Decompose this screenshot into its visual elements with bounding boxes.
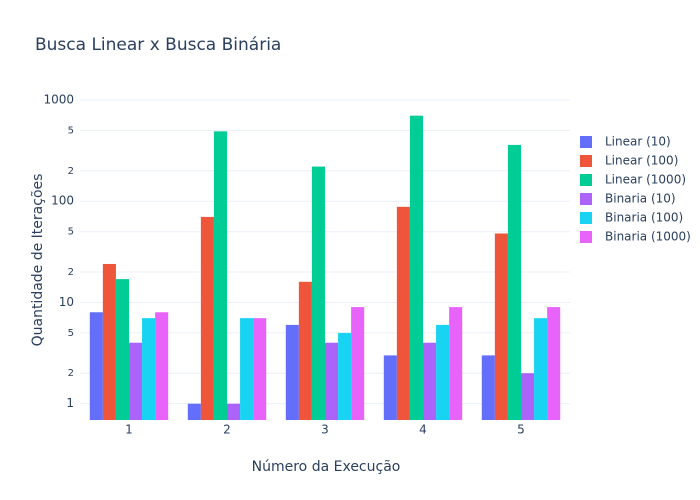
bar (521, 373, 535, 420)
bar (253, 318, 267, 420)
x-axis-label: Número da Execução (252, 459, 401, 475)
y-tick-label: 5 (68, 227, 74, 238)
bar (396, 206, 410, 420)
legend-swatch (580, 193, 592, 205)
legend-swatch (580, 231, 592, 243)
bar (338, 332, 352, 420)
bar (213, 131, 227, 420)
legend-label: Binaria (10) (605, 192, 676, 206)
bar (200, 216, 214, 420)
y-tick-label: 5 (68, 328, 74, 339)
legend-label: Binaria (100) (605, 211, 683, 225)
legend-swatch (580, 174, 592, 186)
bar (115, 279, 129, 420)
y-tick-label: 5 (68, 125, 74, 136)
bar (547, 307, 561, 420)
legend-label: Linear (1000) (605, 173, 686, 187)
bar (409, 115, 423, 420)
legend-label: Binaria (1000) (605, 230, 691, 244)
bar (89, 312, 103, 420)
legend-label: Linear (10) (605, 135, 671, 149)
y-tick-label: 10 (59, 295, 74, 309)
y-tick-label: 2 (68, 267, 74, 278)
bar (507, 144, 521, 420)
x-tick-label: 3 (321, 423, 329, 437)
x-tick-label: 2 (223, 423, 231, 437)
bar (494, 233, 508, 420)
x-tick-label: 5 (517, 423, 525, 437)
legend-swatch (580, 212, 592, 224)
y-tick-label: 2 (68, 368, 74, 379)
bar (240, 318, 254, 420)
y-axis-label: Quantidade de Iterações (30, 174, 46, 347)
bar (423, 342, 437, 420)
y-tick-label: 100 (51, 194, 74, 208)
bar (311, 166, 325, 420)
bar (227, 403, 241, 420)
legend-swatch (580, 155, 592, 167)
bar (481, 355, 495, 420)
x-tick-label: 4 (419, 423, 427, 437)
bar (534, 318, 548, 420)
bar (383, 355, 397, 420)
bar (285, 324, 299, 420)
bar (129, 342, 143, 420)
bar (449, 307, 463, 420)
y-tick-label: 2 (68, 166, 74, 177)
legend-swatch (580, 136, 592, 148)
y-tick-label: 1 (66, 396, 74, 410)
x-tick-label: 1 (125, 423, 133, 437)
bar (325, 342, 339, 420)
bar (351, 307, 365, 420)
bar (298, 281, 312, 420)
bar (155, 312, 169, 420)
bar (187, 403, 201, 420)
bar (436, 324, 450, 420)
y-tick-label: 1000 (43, 93, 74, 107)
chart-title: Busca Linear x Busca Binária (35, 35, 281, 55)
legend-label: Linear (100) (605, 154, 678, 168)
bar (142, 318, 156, 420)
bar (102, 263, 116, 420)
